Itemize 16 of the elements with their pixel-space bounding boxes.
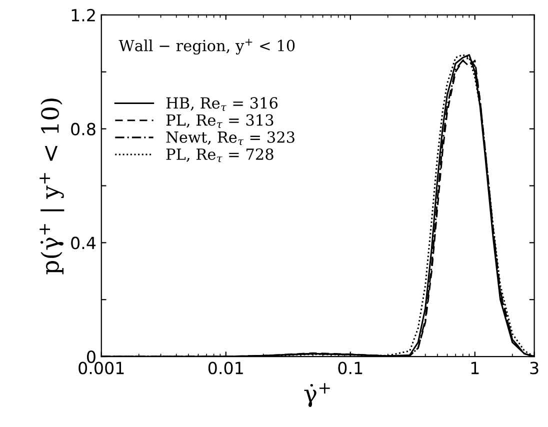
legend-label: Newt, Re$_{τ}$ = 323 <box>166 131 294 146</box>
x-tick-label: 0.1 <box>338 362 362 374</box>
y-tick-label: 0.4 <box>71 236 96 250</box>
x-tick-label: 0.001 <box>78 362 124 374</box>
y-tick-label: 0.8 <box>71 122 96 136</box>
legend-label: PL, Re$_{τ}$ = 313 <box>166 114 274 128</box>
y-tick-label: 0 <box>87 350 96 364</box>
y-tick-label: 1.2 <box>72 8 95 22</box>
x-axis-title: γ̇$^{+}$ <box>304 383 330 407</box>
legend-label: PL, Re$_{τ}$ = 728 <box>166 148 274 162</box>
annotation: Wall − region, y$^{+}$ < 10 <box>118 38 295 55</box>
x-tick-label: 3 <box>530 362 538 374</box>
legend-label: HB, Re$_{τ}$ = 316 <box>166 97 278 111</box>
y-axis-title: p(γ̇$^{+}$ | y$^{+}$ < 10) <box>40 98 64 274</box>
x-tick-label: 0.01 <box>208 362 243 374</box>
x-tick-label: 1 <box>471 362 479 374</box>
